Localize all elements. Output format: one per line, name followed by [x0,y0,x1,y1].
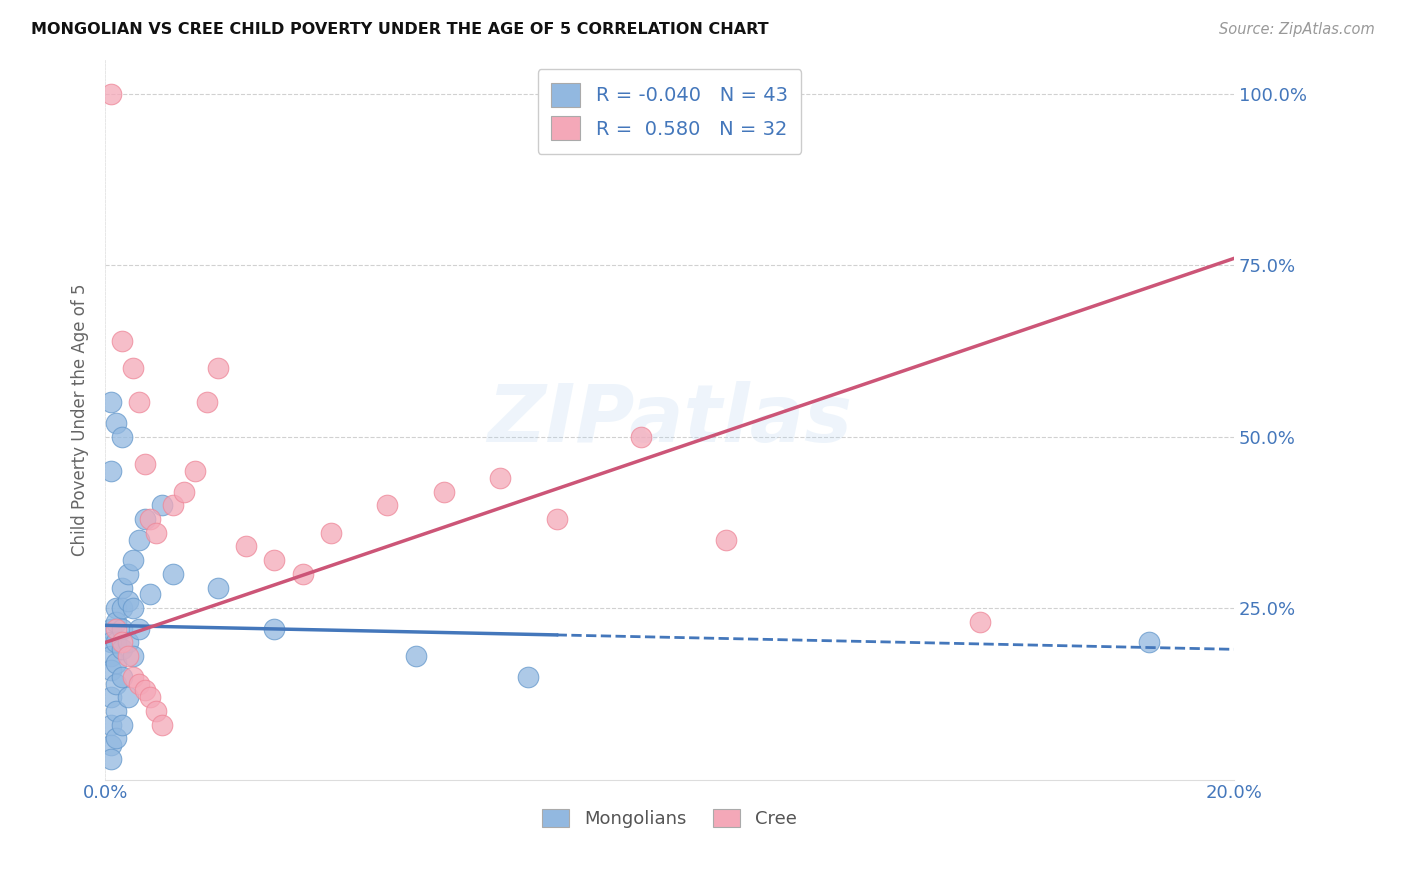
Point [105,635,128,649]
Point [100,690,122,705]
Point [207,361,229,376]
Point [111,601,134,615]
Point [100,752,122,766]
Point [405,649,427,664]
Point [145,704,167,718]
Point [111,334,134,348]
Point [111,718,134,732]
Point [139,690,162,705]
Point [117,635,139,649]
Point [128,533,150,547]
Point [145,525,167,540]
Point [173,484,195,499]
Text: ZIPatlas: ZIPatlas [486,381,852,458]
Point [111,430,134,444]
Point [100,87,122,101]
Point [122,361,145,376]
Point [111,670,134,684]
Point [134,457,156,471]
Point [517,670,540,684]
Point [105,615,128,629]
Point [714,533,737,547]
Point [100,395,122,409]
Point [139,512,162,526]
Point [263,553,285,567]
Text: Source: ZipAtlas.com: Source: ZipAtlas.com [1219,22,1375,37]
Point [122,553,145,567]
Point [546,512,568,526]
Point [100,464,122,478]
Legend: Mongolians, Cree: Mongolians, Cree [536,802,804,836]
Point [1137,635,1160,649]
Point [105,622,128,636]
Point [105,416,128,430]
Point [207,581,229,595]
Point [100,739,122,753]
Point [105,731,128,746]
Point [105,676,128,690]
Point [291,566,314,581]
Point [100,718,122,732]
Point [162,499,184,513]
Point [184,464,207,478]
Point [100,649,122,664]
Y-axis label: Child Poverty Under the Age of 5: Child Poverty Under the Age of 5 [72,284,89,556]
Point [111,581,134,595]
Point [117,690,139,705]
Point [111,622,134,636]
Point [433,484,456,499]
Point [105,704,128,718]
Point [319,525,342,540]
Point [969,615,991,629]
Point [128,676,150,690]
Point [122,601,145,615]
Point [150,718,173,732]
Point [111,635,134,649]
Point [134,683,156,698]
Point [128,395,150,409]
Point [128,622,150,636]
Point [117,566,139,581]
Point [630,430,652,444]
Point [117,594,139,608]
Point [235,540,257,554]
Point [100,622,122,636]
Point [105,656,128,670]
Point [122,649,145,664]
Text: MONGOLIAN VS CREE CHILD POVERTY UNDER THE AGE OF 5 CORRELATION CHART: MONGOLIAN VS CREE CHILD POVERTY UNDER TH… [31,22,769,37]
Point [150,499,173,513]
Point [100,635,122,649]
Point [134,512,156,526]
Point [489,471,512,485]
Point [162,566,184,581]
Point [195,395,218,409]
Point [111,642,134,657]
Point [105,601,128,615]
Point [377,499,399,513]
Point [139,587,162,601]
Point [100,663,122,677]
Point [263,622,285,636]
Point [122,670,145,684]
Point [117,649,139,664]
